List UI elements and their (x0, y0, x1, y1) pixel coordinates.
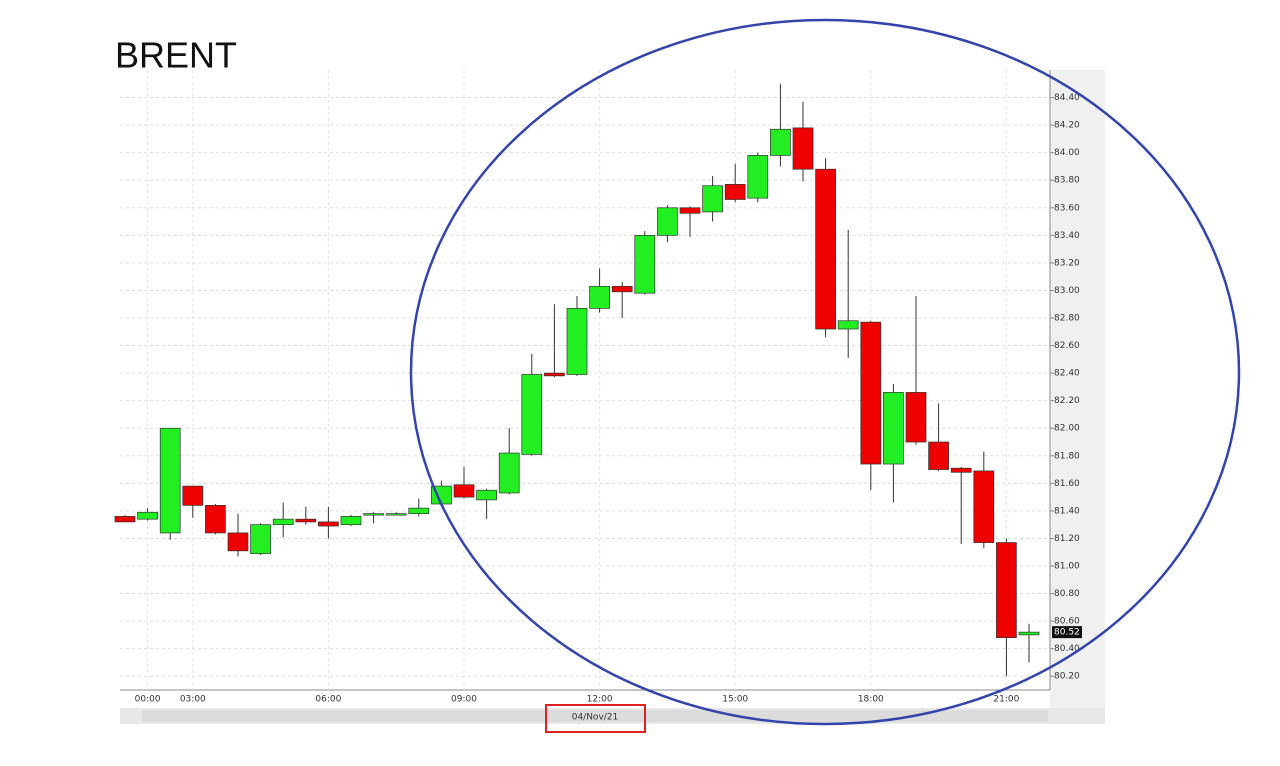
y-tick-label: 80.20 (1054, 672, 1080, 682)
x-tick-label: 09:00 (451, 695, 477, 705)
last-price-box (1052, 626, 1082, 639)
y-tick-label: 80.80 (1054, 589, 1080, 599)
candle-body (453, 484, 475, 498)
price-axis-bg (1050, 70, 1105, 724)
candle-body (363, 513, 384, 516)
candle-body (996, 542, 1017, 638)
candle-body (860, 321, 882, 465)
candle-body (408, 507, 430, 514)
candle-body (318, 521, 339, 527)
y-tick-label: 84.40 (1054, 93, 1080, 103)
candle-body (544, 372, 565, 377)
candle-body (272, 518, 294, 526)
candle-body (815, 168, 836, 330)
candle-body (950, 467, 972, 473)
x-tick-label: 18:00 (858, 695, 884, 705)
candle-body (837, 320, 859, 330)
y-tick-label: 81.00 (1054, 562, 1080, 572)
y-tick-label: 81.80 (1054, 451, 1080, 461)
scroll-thumb (142, 710, 1048, 722)
y-tick-label: 81.40 (1054, 506, 1080, 516)
candle-body (159, 427, 181, 534)
candle-body (521, 374, 543, 455)
y-tick-label: 81.60 (1054, 479, 1080, 489)
y-tick-label: 82.40 (1054, 369, 1080, 379)
candle-body (770, 128, 791, 156)
y-tick-label: 82.20 (1054, 396, 1080, 406)
x-tick-label: 00:00 (135, 695, 161, 705)
candle-body (657, 207, 678, 236)
candle-body (137, 511, 158, 520)
y-tick-label: 83.00 (1054, 286, 1080, 296)
y-tick-label: 80.40 (1054, 644, 1080, 654)
x-tick-label: 03:00 (180, 695, 206, 705)
candle-body (295, 518, 317, 523)
y-tick-label: 84.00 (1054, 148, 1080, 158)
highlight-ellipse (409, 18, 1241, 726)
candle-body (1018, 631, 1040, 636)
candle-body (702, 185, 723, 213)
candle-body (905, 392, 927, 443)
last-price-label: 80.52 (1054, 628, 1080, 638)
candle-body (792, 127, 814, 170)
y-tick-label: 84.20 (1054, 121, 1080, 131)
y-tick-label: 83.20 (1054, 258, 1080, 268)
candle-body (182, 485, 204, 506)
x-tick-label: 12:00 (587, 695, 613, 705)
y-tick-label: 83.40 (1054, 231, 1080, 241)
candle-body (114, 516, 136, 523)
candle-body (679, 207, 701, 214)
candle-body (385, 513, 407, 516)
candle-body (340, 516, 362, 526)
candle-body (928, 441, 949, 470)
candle-body (973, 470, 995, 543)
plot: 80.20 80.40 80.60 80.80 81.00 81.20 81.40 81.60… (114, 70, 1082, 705)
date-highlight (545, 704, 646, 733)
x-axis-label: 04/Nov/21 (572, 713, 619, 723)
candle-body (611, 285, 633, 293)
candle-body (589, 285, 610, 309)
candle-body (498, 452, 520, 494)
candle-body (634, 234, 656, 294)
y-tick-label: 81.20 (1054, 534, 1080, 544)
candle-body (883, 392, 904, 465)
y-tick-label: 82.60 (1054, 341, 1080, 351)
y-tick-label: 83.60 (1054, 203, 1080, 213)
chart-title: BRENT (115, 35, 237, 76)
candle-body (724, 184, 746, 200)
candle-body (747, 155, 769, 199)
candle-body (476, 489, 497, 501)
x-tick-label: 15:00 (722, 695, 748, 705)
candle-body (566, 308, 588, 375)
x-tick-label: 21:00 (993, 695, 1019, 705)
y-tick-label: 82.00 (1054, 424, 1080, 434)
y-tick-label: 82.80 (1054, 314, 1080, 324)
candle-body (227, 532, 249, 552)
y-tick-label: 83.80 (1054, 176, 1080, 186)
x-tick-label: 06:00 (315, 695, 341, 705)
candle-body (205, 505, 226, 534)
y-tick-label: 80.60 (1054, 617, 1080, 627)
candle-body (250, 524, 271, 554)
